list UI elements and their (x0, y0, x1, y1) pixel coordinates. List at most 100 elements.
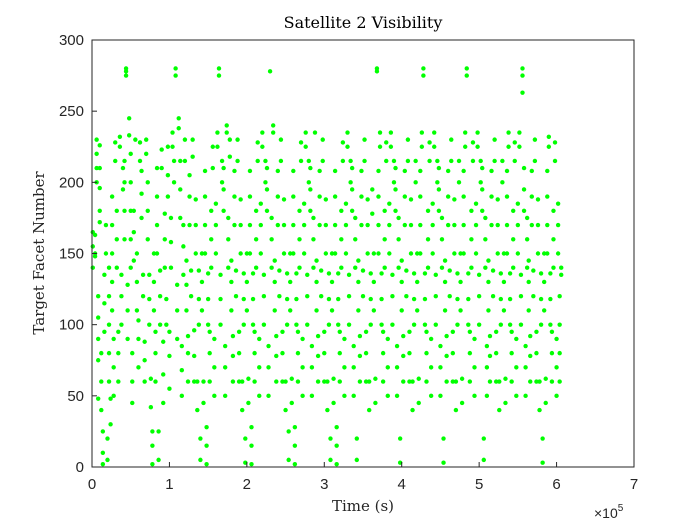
data-point (472, 336, 477, 342)
data-point (260, 144, 265, 149)
data-point (202, 251, 208, 256)
data-point (504, 194, 510, 199)
data-point (507, 296, 513, 302)
data-point (97, 185, 102, 191)
data-point (184, 308, 189, 313)
data-point (150, 461, 155, 467)
data-point (280, 350, 285, 356)
data-point (487, 333, 493, 339)
data-point (382, 237, 387, 242)
data-point (309, 365, 315, 370)
data-point (411, 271, 417, 276)
data-point (264, 208, 270, 213)
data-point (224, 130, 229, 135)
data-point (130, 350, 135, 356)
data-point (540, 460, 545, 465)
data-point (493, 329, 499, 334)
data-point (164, 296, 169, 302)
data-point (495, 197, 500, 202)
data-point (106, 294, 112, 299)
data-point (326, 271, 332, 276)
data-point (401, 353, 406, 359)
data-point (545, 194, 550, 199)
data-point (148, 376, 154, 381)
data-point (532, 158, 538, 164)
data-point (323, 251, 329, 256)
data-point (415, 279, 420, 285)
data-point (339, 237, 344, 242)
data-point (481, 436, 486, 441)
data-point (315, 379, 321, 384)
data-point (455, 271, 460, 276)
data-point (109, 222, 115, 228)
data-point (535, 197, 541, 202)
data-point (94, 137, 99, 142)
data-point (187, 173, 192, 178)
x-axis-label: Time (s) (332, 497, 394, 515)
data-point (394, 393, 400, 399)
data-point (109, 308, 115, 313)
data-point (538, 322, 544, 327)
data-point (399, 258, 404, 263)
data-point (455, 322, 460, 327)
data-point (498, 271, 504, 276)
data-point (205, 271, 211, 276)
data-point (204, 461, 209, 467)
data-point (511, 265, 516, 270)
data-point (145, 208, 150, 213)
data-point (267, 69, 273, 74)
data-point (394, 365, 400, 370)
data-point (281, 197, 287, 202)
data-point (227, 137, 233, 142)
data-point (286, 429, 291, 434)
data-point (492, 137, 497, 142)
data-point (123, 73, 129, 78)
data-point (269, 215, 274, 221)
data-point (373, 376, 378, 381)
data-point (229, 258, 234, 263)
data-point (174, 282, 180, 288)
data-point (219, 158, 225, 164)
data-point (480, 165, 485, 171)
data-point (303, 130, 308, 135)
data-point (376, 251, 381, 256)
data-point (466, 296, 471, 302)
data-point (416, 400, 421, 406)
data-point (343, 222, 349, 228)
data-point (337, 329, 342, 334)
data-point (435, 180, 440, 185)
data-point (368, 322, 373, 327)
data-point (238, 251, 243, 256)
data-point (552, 140, 558, 145)
data-point (126, 116, 132, 121)
data-point (263, 158, 268, 164)
data-point (394, 343, 400, 349)
data-point (178, 158, 183, 164)
data-point (528, 333, 533, 339)
data-point (275, 222, 281, 228)
data-point (329, 251, 335, 256)
data-point (255, 140, 260, 145)
data-point (137, 158, 143, 164)
plot-box (91, 39, 635, 468)
data-point (95, 294, 101, 299)
data-point (99, 379, 104, 384)
data-point (557, 294, 562, 299)
data-point (185, 350, 191, 356)
data-point (100, 450, 106, 455)
data-point (433, 294, 438, 299)
data-point (393, 165, 398, 171)
data-point (193, 222, 198, 228)
data-point (283, 379, 288, 384)
data-point (165, 173, 171, 178)
data-point (548, 271, 553, 276)
data-point (407, 329, 412, 334)
data-point (150, 429, 155, 434)
data-point (170, 144, 175, 149)
data-point (147, 322, 152, 327)
data-point (356, 258, 361, 263)
data-point (534, 379, 539, 384)
data-point (284, 322, 290, 327)
data-point (289, 376, 294, 381)
data-point (125, 336, 130, 342)
